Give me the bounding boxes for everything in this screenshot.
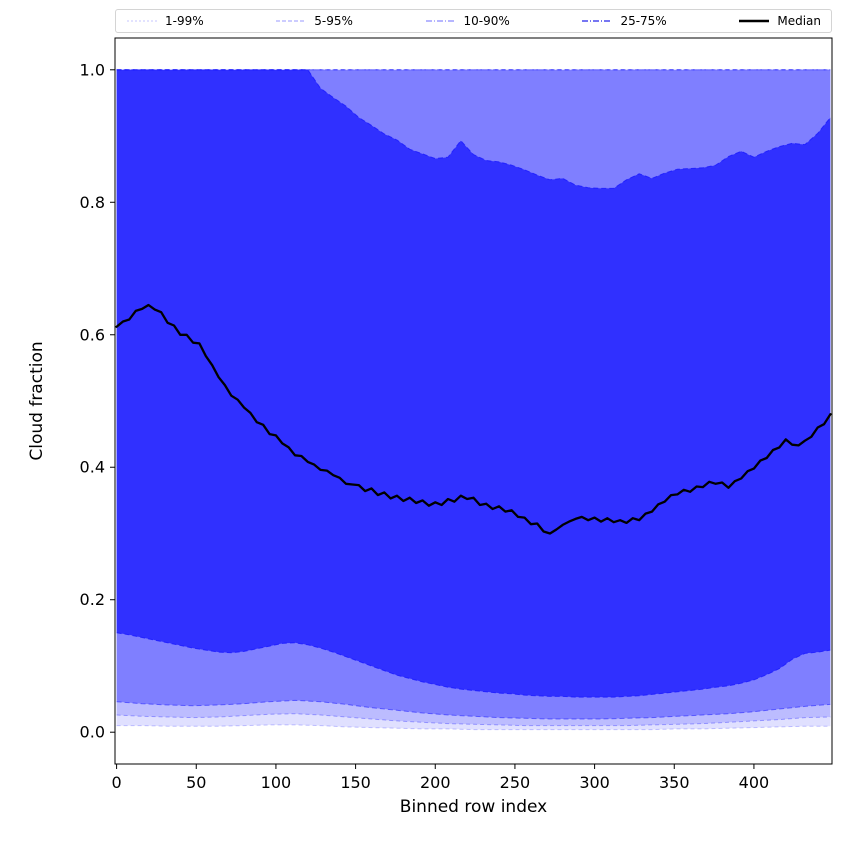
band-25-75--lower-edge (116, 632, 831, 698)
y-axis-label: Cloud fraction (27, 341, 47, 460)
x-tick-label: 350 (659, 773, 690, 792)
y-tick-label: 0.2 (80, 590, 105, 609)
band-1-99--lower-edge (116, 724, 831, 731)
median-line (115, 303, 832, 535)
y-tick-label: 0.4 (80, 458, 105, 477)
legend-line-5-95-icon (276, 20, 307, 22)
x-tick-label: 300 (579, 773, 610, 792)
legend-line-10-90-icon (425, 20, 456, 22)
legend-label: 25-75% (620, 14, 667, 28)
x-tick-label: 250 (500, 773, 531, 792)
x-tick-label: 150 (340, 773, 371, 792)
legend-entry-5-95: 5-95% (275, 14, 353, 28)
y-tick-label: 0.0 (80, 723, 105, 742)
chart-legend: 1-99% 5-95% 10-90% 25-75% Median (115, 9, 832, 33)
x-tick-label: 100 (261, 773, 292, 792)
x-tick-label: 400 (739, 773, 770, 792)
legend-label: 10-90% (463, 14, 510, 28)
legend-entry-median: Median (738, 14, 821, 28)
band-5-95--lower-edge (116, 713, 831, 727)
y-tick-label: 0.6 (80, 325, 105, 344)
legend-label: Median (777, 14, 821, 28)
x-tick-label: 0 (111, 773, 121, 792)
band-25-75--area (116, 69, 831, 698)
plot-border (114, 37, 833, 765)
legend-line-1-99-icon (127, 20, 157, 22)
legend-label: 5-95% (314, 14, 353, 28)
legend-line-25-75-icon (582, 20, 613, 22)
x-axis-label: Binned row index (400, 797, 547, 817)
y-tick-label: 0.8 (80, 193, 105, 212)
x-tick-label: 200 (420, 773, 451, 792)
band-25-75--upper-edge (116, 69, 831, 189)
legend-line-median-icon (739, 19, 770, 23)
y-tick-label: 1.0 (80, 60, 105, 79)
x-tick-label: 50 (186, 773, 206, 792)
legend-entry-1-99: 1-99% (126, 14, 204, 28)
legend-entry-25-75: 25-75% (581, 14, 667, 28)
legend-entry-10-90: 10-90% (425, 14, 510, 28)
legend-label: 1-99% (165, 14, 204, 28)
band-10-90--lower-edge (116, 699, 831, 720)
